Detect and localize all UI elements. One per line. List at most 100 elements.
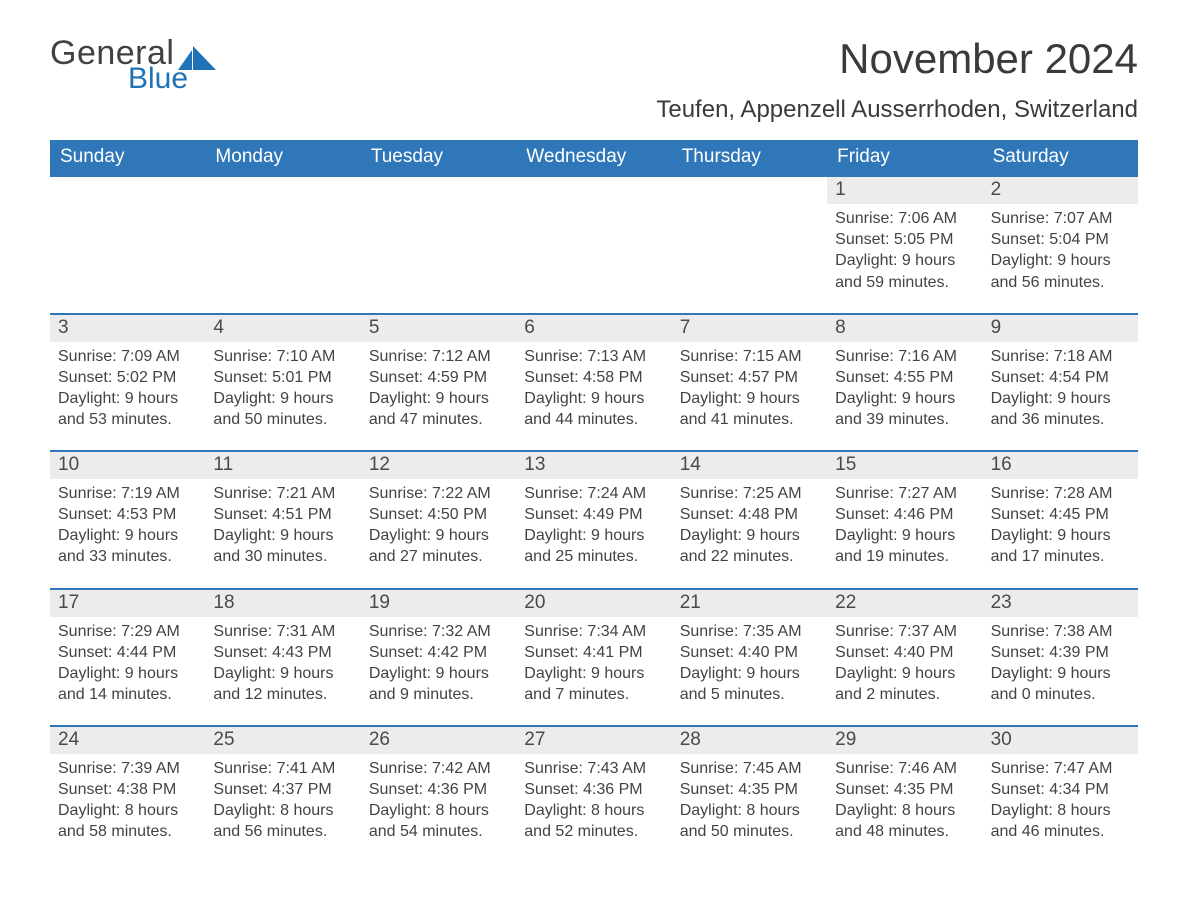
daylight-line-1: Daylight: 9 hours	[213, 663, 352, 684]
sunset-line: Sunset: 5:01 PM	[213, 367, 352, 388]
day-number: 15	[827, 452, 982, 479]
week-row: ..........1Sunrise: 7:06 AMSunset: 5:05 …	[50, 175, 1138, 298]
daylight-line-1: Daylight: 9 hours	[369, 663, 508, 684]
sunrise-line: Sunrise: 7:15 AM	[680, 346, 819, 367]
day-empty: ..	[361, 177, 516, 298]
day-number: 29	[827, 727, 982, 754]
day-body: Sunrise: 7:28 AMSunset: 4:45 PMDaylight:…	[983, 479, 1138, 573]
day-number: 2	[983, 177, 1138, 204]
dow-thursday: Thursday	[672, 140, 827, 175]
daylight-line-1: Daylight: 9 hours	[213, 388, 352, 409]
day-body: Sunrise: 7:16 AMSunset: 4:55 PMDaylight:…	[827, 342, 982, 436]
daylight-line-2: and 52 minutes.	[524, 821, 663, 842]
day-body: Sunrise: 7:39 AMSunset: 4:38 PMDaylight:…	[50, 754, 205, 848]
day-number: 10	[50, 452, 205, 479]
day-number: 23	[983, 590, 1138, 617]
daylight-line-2: and 19 minutes.	[835, 546, 974, 567]
daylight-line-2: and 41 minutes.	[680, 409, 819, 430]
sunset-line: Sunset: 4:34 PM	[991, 779, 1130, 800]
daylight-line-2: and 7 minutes.	[524, 684, 663, 705]
sunrise-line: Sunrise: 7:06 AM	[835, 208, 974, 229]
daylight-line-1: Daylight: 9 hours	[213, 525, 352, 546]
day-number: 27	[516, 727, 671, 754]
day-16: 16Sunrise: 7:28 AMSunset: 4:45 PMDayligh…	[983, 452, 1138, 573]
daylight-line-2: and 12 minutes.	[213, 684, 352, 705]
day-number: 24	[50, 727, 205, 754]
top-bar: General Blue November 2024 Teufen, Appen…	[50, 36, 1138, 124]
daylight-line-1: Daylight: 8 hours	[991, 800, 1130, 821]
daylight-line-1: Daylight: 9 hours	[524, 663, 663, 684]
day-body: Sunrise: 7:46 AMSunset: 4:35 PMDaylight:…	[827, 754, 982, 848]
daylight-line-2: and 22 minutes.	[680, 546, 819, 567]
sunrise-line: Sunrise: 7:45 AM	[680, 758, 819, 779]
sunset-line: Sunset: 4:44 PM	[58, 642, 197, 663]
week-row: 3Sunrise: 7:09 AMSunset: 5:02 PMDaylight…	[50, 313, 1138, 436]
sunset-line: Sunset: 4:45 PM	[991, 504, 1130, 525]
day-11: 11Sunrise: 7:21 AMSunset: 4:51 PMDayligh…	[205, 452, 360, 573]
daylight-line-1: Daylight: 8 hours	[524, 800, 663, 821]
day-number: 4	[205, 315, 360, 342]
daylight-line-1: Daylight: 9 hours	[680, 388, 819, 409]
daylight-line-1: Daylight: 9 hours	[369, 388, 508, 409]
day-28: 28Sunrise: 7:45 AMSunset: 4:35 PMDayligh…	[672, 727, 827, 848]
sunrise-line: Sunrise: 7:39 AM	[58, 758, 197, 779]
day-number: 7	[672, 315, 827, 342]
month-title: November 2024	[656, 36, 1138, 82]
daylight-line-1: Daylight: 9 hours	[524, 388, 663, 409]
day-empty: ..	[516, 177, 671, 298]
sunset-line: Sunset: 5:02 PM	[58, 367, 197, 388]
sunrise-line: Sunrise: 7:47 AM	[991, 758, 1130, 779]
day-empty: ..	[205, 177, 360, 298]
daylight-line-1: Daylight: 9 hours	[991, 663, 1130, 684]
sunrise-line: Sunrise: 7:10 AM	[213, 346, 352, 367]
day-body: Sunrise: 7:37 AMSunset: 4:40 PMDaylight:…	[827, 617, 982, 711]
day-6: 6Sunrise: 7:13 AMSunset: 4:58 PMDaylight…	[516, 315, 671, 436]
sunrise-line: Sunrise: 7:13 AM	[524, 346, 663, 367]
sunrise-line: Sunrise: 7:41 AM	[213, 758, 352, 779]
day-14: 14Sunrise: 7:25 AMSunset: 4:48 PMDayligh…	[672, 452, 827, 573]
day-22: 22Sunrise: 7:37 AMSunset: 4:40 PMDayligh…	[827, 590, 982, 711]
sunset-line: Sunset: 4:51 PM	[213, 504, 352, 525]
week-row: 17Sunrise: 7:29 AMSunset: 4:44 PMDayligh…	[50, 588, 1138, 711]
sunrise-line: Sunrise: 7:42 AM	[369, 758, 508, 779]
daylight-line-2: and 59 minutes.	[835, 272, 974, 293]
day-4: 4 Sunrise: 7:10 AMSunset: 5:01 PMDaylight…	[205, 315, 360, 436]
sunrise-line: Sunrise: 7:18 AM	[991, 346, 1130, 367]
daylight-line-1: Daylight: 8 hours	[213, 800, 352, 821]
day-20: 20Sunrise: 7:34 AMSunset: 4:41 PMDayligh…	[516, 590, 671, 711]
sunset-line: Sunset: 4:40 PM	[835, 642, 974, 663]
day-7: 7 Sunrise: 7:15 AMSunset: 4:57 PMDaylight…	[672, 315, 827, 436]
sunrise-line: Sunrise: 7:32 AM	[369, 621, 508, 642]
sunrise-line: Sunrise: 7:07 AM	[991, 208, 1130, 229]
sunset-line: Sunset: 4:57 PM	[680, 367, 819, 388]
day-18: 18Sunrise: 7:31 AMSunset: 4:43 PMDayligh…	[205, 590, 360, 711]
title-block: November 2024 Teufen, Appenzell Ausserrh…	[656, 36, 1138, 124]
sunrise-line: Sunrise: 7:38 AM	[991, 621, 1130, 642]
daylight-line-1: Daylight: 9 hours	[58, 388, 197, 409]
day-2: 2Sunrise: 7:07 AMSunset: 5:04 PMDaylight…	[983, 177, 1138, 298]
sunset-line: Sunset: 4:35 PM	[835, 779, 974, 800]
day-5: 5Sunrise: 7:12 AMSunset: 4:59 PMDaylight…	[361, 315, 516, 436]
daylight-line-2: and 14 minutes.	[58, 684, 197, 705]
daylight-line-2: and 33 minutes.	[58, 546, 197, 567]
day-body: Sunrise: 7:18 AMSunset: 4:54 PMDaylight:…	[983, 342, 1138, 436]
sunset-line: Sunset: 4:59 PM	[369, 367, 508, 388]
daylight-line-2: and 48 minutes.	[835, 821, 974, 842]
daylight-line-1: Daylight: 9 hours	[524, 525, 663, 546]
day-30: 30Sunrise: 7:47 AMSunset: 4:34 PMDayligh…	[983, 727, 1138, 848]
brand-logo: General Blue	[50, 36, 216, 94]
sunset-line: Sunset: 4:50 PM	[369, 504, 508, 525]
day-body: Sunrise: 7:07 AMSunset: 5:04 PMDaylight:…	[983, 204, 1138, 298]
day-9: 9Sunrise: 7:18 AMSunset: 4:54 PMDaylight…	[983, 315, 1138, 436]
daylight-line-1: Daylight: 9 hours	[991, 525, 1130, 546]
day-25: 25Sunrise: 7:41 AMSunset: 4:37 PMDayligh…	[205, 727, 360, 848]
day-body: Sunrise: 7:38 AMSunset: 4:39 PMDaylight:…	[983, 617, 1138, 711]
daylight-line-1: Daylight: 9 hours	[369, 525, 508, 546]
daylight-line-2: and 9 minutes.	[369, 684, 508, 705]
daylight-line-2: and 0 minutes.	[991, 684, 1130, 705]
sunset-line: Sunset: 4:48 PM	[680, 504, 819, 525]
day-1: 1Sunrise: 7:06 AMSunset: 5:05 PMDaylight…	[827, 177, 982, 298]
daylight-line-1: Daylight: 9 hours	[58, 663, 197, 684]
sunset-line: Sunset: 4:43 PM	[213, 642, 352, 663]
sunset-line: Sunset: 4:41 PM	[524, 642, 663, 663]
